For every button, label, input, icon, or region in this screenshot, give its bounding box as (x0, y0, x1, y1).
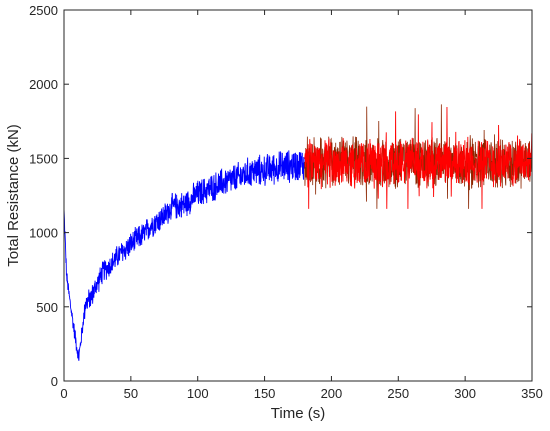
plot-frame (63, 9, 533, 382)
y-tick-label: 1000 (29, 226, 58, 241)
x-axis: 0 50 100 150 200 250 300 350 (60, 10, 543, 401)
series-line (63, 150, 305, 361)
x-tick-label: 200 (321, 386, 343, 401)
plot-area (63, 9, 533, 382)
y-axis-label: Total Resistance (kN) (5, 124, 22, 267)
x-axis-label: Time (s) (271, 405, 325, 422)
y-tick-label: 0 (51, 374, 58, 389)
y-tick-label: 2000 (29, 77, 58, 92)
x-tick-label: 250 (387, 386, 409, 401)
x-tick-label: 0 (60, 386, 67, 401)
x-tick-label: 50 (124, 386, 138, 401)
series-line (304, 106, 533, 209)
y-axis: 0 500 1000 1500 2000 2500 (29, 3, 532, 389)
x-tick-label: 300 (454, 386, 476, 401)
y-tick-label: 1500 (29, 151, 58, 166)
y-tick-label: 500 (36, 300, 58, 315)
x-tick-label: 100 (187, 386, 209, 401)
x-tick-label: 350 (521, 386, 543, 401)
x-tick-label: 150 (254, 386, 276, 401)
plot-background (64, 10, 532, 381)
series-layer (63, 104, 533, 361)
y-tick-label: 2500 (29, 3, 58, 18)
